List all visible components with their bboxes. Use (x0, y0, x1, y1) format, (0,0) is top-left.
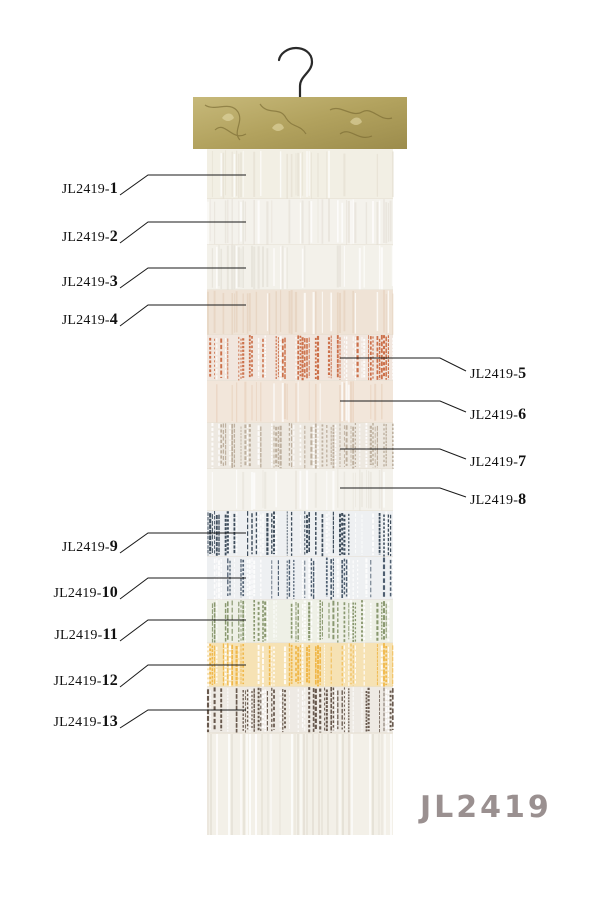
swatch-label-3: JL2419-3 (62, 273, 118, 291)
swatch-number: 2 (109, 228, 118, 245)
swatch-number: 3 (109, 273, 118, 290)
swatch-label-7: JL2419-7 (470, 453, 526, 471)
swatch-number: 6 (518, 406, 527, 423)
leader-line-11 (119, 619, 246, 642)
swatch-number: 4 (109, 311, 118, 328)
swatch-code: JL2419- (470, 455, 519, 470)
swatch-band-1 (207, 150, 394, 200)
leader-line-4 (119, 304, 246, 327)
swatch-code: JL2419- (53, 715, 102, 730)
swatch-label-6: JL2419-6 (470, 406, 526, 424)
product-code: JL2419 (420, 790, 552, 825)
swatch-band-11 (207, 600, 393, 644)
leader-line-10 (119, 577, 246, 600)
swatch-code: JL2419- (61, 540, 110, 555)
swatch-code: JL2419- (61, 230, 110, 245)
swatch-code: JL2419- (470, 493, 519, 508)
leader-line-5 (340, 357, 467, 372)
swatch-number: 5 (518, 365, 527, 382)
swatch-code: JL2419- (61, 182, 110, 197)
swatch-label-1: JL2419-1 (62, 180, 118, 198)
fabric-strip (206, 149, 394, 835)
swatch-label-9: JL2419-9 (62, 538, 118, 556)
swatch-code: JL2419- (470, 367, 519, 382)
swatch-band-8 (207, 469, 393, 512)
swatch-code: JL2419- (53, 586, 102, 601)
leader-lines (119, 174, 467, 729)
swatch-label-13: JL2419-13 (54, 713, 118, 731)
swatch-number: 1 (109, 180, 118, 197)
swatch-code: JL2419- (470, 408, 519, 423)
swatch-code: JL2419- (53, 674, 102, 689)
swatch-number: 7 (518, 453, 527, 470)
swatch-number: 9 (109, 538, 118, 555)
swatch-number: 10 (101, 584, 118, 601)
swatch-code: JL2419- (54, 628, 103, 643)
swatch-band-2 (207, 199, 393, 246)
swatch-number: 8 (518, 491, 527, 508)
swatch-label-12: JL2419-12 (54, 672, 118, 690)
leader-line-6 (340, 400, 467, 413)
swatch-code: JL2419- (61, 313, 110, 328)
leader-line-9 (119, 532, 246, 554)
swatch-band-4 (207, 290, 394, 336)
header-board (193, 97, 407, 149)
swatch-number: 12 (101, 672, 118, 689)
leader-line-13 (119, 709, 246, 729)
leader-line-7 (340, 448, 467, 460)
swatch-band-9 (207, 511, 393, 558)
leader-line-8 (340, 487, 467, 498)
swatch-band-6 (207, 381, 393, 424)
leader-line-12 (119, 664, 246, 688)
swatch-number: 13 (101, 713, 118, 730)
swatch-label-5: JL2419-5 (470, 365, 526, 383)
leader-line-2 (119, 221, 246, 244)
swatch-label-8: JL2419-8 (470, 491, 526, 509)
swatch-label-2: JL2419-2 (62, 228, 118, 246)
swatch-band-7 (207, 423, 394, 470)
swatch-label-4: JL2419-4 (62, 311, 118, 329)
swatch-label-11: JL2419-11 (54, 626, 118, 644)
leader-line-1 (119, 174, 246, 196)
leader-line-3 (119, 267, 246, 289)
swatch-code: JL2419- (61, 275, 110, 290)
hanger-icon (277, 46, 314, 102)
swatch-label-10: JL2419-10 (54, 584, 118, 602)
swatch-number: 11 (102, 626, 118, 643)
